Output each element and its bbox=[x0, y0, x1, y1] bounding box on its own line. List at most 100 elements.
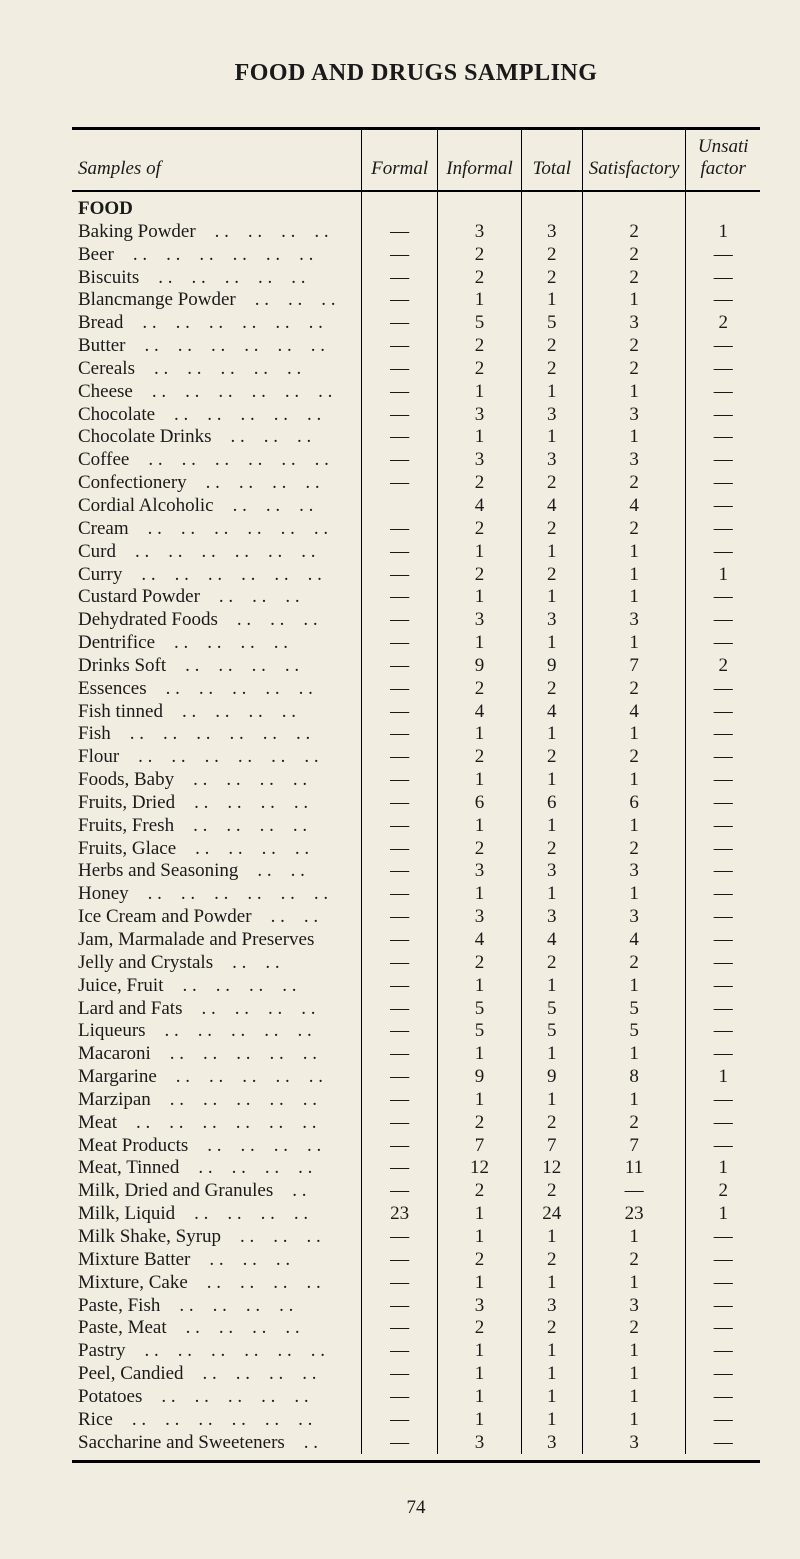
table-row: Honey . . . . . . . . . . . . —111— bbox=[72, 883, 760, 906]
row-name: Dehydrated Foods . . . . . . bbox=[72, 609, 362, 632]
cell-i: 1 bbox=[438, 769, 522, 792]
cell-u: — bbox=[686, 677, 760, 700]
row-name: Confectionery . . . . . . . . bbox=[72, 472, 362, 495]
cell-f: — bbox=[362, 997, 438, 1020]
cell-t: 2 bbox=[521, 335, 582, 358]
cell-f: — bbox=[362, 426, 438, 449]
cell-t: 3 bbox=[521, 403, 582, 426]
cell-f: — bbox=[362, 380, 438, 403]
cell-s: 1 bbox=[582, 632, 686, 655]
cell-f bbox=[362, 494, 438, 517]
cell-f: — bbox=[362, 837, 438, 860]
cell-t: 1 bbox=[521, 814, 582, 837]
row-name: Mixture, Cake . . . . . . . . bbox=[72, 1271, 362, 1294]
cell-f: — bbox=[362, 769, 438, 792]
table-row: Juice, Fruit . . . . . . . . —111— bbox=[72, 974, 760, 997]
table-row: Paste, Fish . . . . . . . . —333— bbox=[72, 1294, 760, 1317]
cell-u: — bbox=[686, 974, 760, 997]
cell-u: — bbox=[686, 723, 760, 746]
cell-u: — bbox=[686, 1385, 760, 1408]
table-body: FOOD Baking Powder . . . . . . . . —3321… bbox=[72, 191, 760, 1454]
cell-s: 5 bbox=[582, 997, 686, 1020]
row-name: Margarine . . . . . . . . . . bbox=[72, 1066, 362, 1089]
table-row: Cheese . . . . . . . . . . . . —111— bbox=[72, 380, 760, 403]
cell-f: — bbox=[362, 220, 438, 243]
cell-t: 2 bbox=[521, 837, 582, 860]
cell-i: 2 bbox=[438, 1248, 522, 1271]
cell-s: 3 bbox=[582, 312, 686, 335]
cell-t: 1 bbox=[521, 632, 582, 655]
cell-u: — bbox=[686, 426, 760, 449]
table-row: Jelly and Crystals . . . . —222— bbox=[72, 951, 760, 974]
cell-i: 2 bbox=[438, 266, 522, 289]
cell-u: — bbox=[686, 1225, 760, 1248]
row-name: Biscuits . . . . . . . . . . bbox=[72, 266, 362, 289]
row-name: Foods, Baby . . . . . . . . bbox=[72, 769, 362, 792]
cell-u: — bbox=[686, 1088, 760, 1111]
cell-f: — bbox=[362, 1180, 438, 1203]
cell-f: — bbox=[362, 1134, 438, 1157]
page-title: FOOD AND DRUGS SAMPLING bbox=[72, 60, 760, 87]
cell-f: — bbox=[362, 1248, 438, 1271]
row-name: Jelly and Crystals . . . . bbox=[72, 951, 362, 974]
cell-f: — bbox=[362, 449, 438, 472]
cell-s: 7 bbox=[582, 1134, 686, 1157]
cell-i: 3 bbox=[438, 403, 522, 426]
cell-t: 2 bbox=[521, 1317, 582, 1340]
cell-s: 23 bbox=[582, 1203, 686, 1226]
cell-i: 1 bbox=[438, 1225, 522, 1248]
row-name: Milk Shake, Syrup . . . . . . bbox=[72, 1225, 362, 1248]
cell-s: 1 bbox=[582, 1340, 686, 1363]
row-name: Peel, Candied . . . . . . . . bbox=[72, 1363, 362, 1386]
cell-empty bbox=[362, 191, 438, 220]
cell-i: 1 bbox=[438, 1340, 522, 1363]
cell-s: 3 bbox=[582, 449, 686, 472]
cell-u: — bbox=[686, 769, 760, 792]
col-unsat: Unsati factor bbox=[686, 130, 760, 191]
cell-i: 2 bbox=[438, 951, 522, 974]
cell-f: — bbox=[362, 1111, 438, 1134]
cell-s: 8 bbox=[582, 1066, 686, 1089]
cell-i: 1 bbox=[438, 540, 522, 563]
cell-f: — bbox=[362, 563, 438, 586]
cell-t: 2 bbox=[521, 1180, 582, 1203]
cell-u: — bbox=[686, 746, 760, 769]
cell-u: — bbox=[686, 335, 760, 358]
cell-u: 1 bbox=[686, 1157, 760, 1180]
cell-i: 5 bbox=[438, 1020, 522, 1043]
table-row: Saccharine and Sweeteners . . —333— bbox=[72, 1431, 760, 1454]
cell-s: 1 bbox=[582, 1043, 686, 1066]
table-row: Cereals . . . . . . . . . . —222— bbox=[72, 357, 760, 380]
cell-t: 1 bbox=[521, 289, 582, 312]
row-name: Paste, Fish . . . . . . . . bbox=[72, 1294, 362, 1317]
cell-u: — bbox=[686, 837, 760, 860]
table-row: Milk Shake, Syrup . . . . . . —111— bbox=[72, 1225, 760, 1248]
page: FOOD AND DRUGS SAMPLING Samples of Forma… bbox=[0, 0, 800, 1559]
cell-s: 2 bbox=[582, 837, 686, 860]
cell-u: — bbox=[686, 1020, 760, 1043]
cell-f: — bbox=[362, 403, 438, 426]
rule-bottom bbox=[72, 1460, 760, 1463]
cell-u: — bbox=[686, 289, 760, 312]
cell-s: 1 bbox=[582, 1225, 686, 1248]
cell-i: 6 bbox=[438, 791, 522, 814]
cell-f: — bbox=[362, 1225, 438, 1248]
cell-t: 3 bbox=[521, 449, 582, 472]
row-name: Saccharine and Sweeteners . . bbox=[72, 1431, 362, 1454]
cell-t: 1 bbox=[521, 586, 582, 609]
cell-u: — bbox=[686, 609, 760, 632]
row-name: Jam, Marmalade and Preserves bbox=[72, 929, 362, 952]
cell-f: — bbox=[362, 289, 438, 312]
row-name: Beer . . . . . . . . . . . . bbox=[72, 243, 362, 266]
sampling-table: Samples of Formal Informal Total Satisfa… bbox=[72, 130, 760, 1454]
cell-i: 3 bbox=[438, 220, 522, 243]
table-row: Pastry . . . . . . . . . . . . —111— bbox=[72, 1340, 760, 1363]
table-row: Fruits, Fresh . . . . . . . . —111— bbox=[72, 814, 760, 837]
row-name: Meat . . . . . . . . . . . . bbox=[72, 1111, 362, 1134]
cell-s: 3 bbox=[582, 1431, 686, 1454]
cell-i: 1 bbox=[438, 723, 522, 746]
cell-s: 2 bbox=[582, 335, 686, 358]
row-name: Cheese . . . . . . . . . . . . bbox=[72, 380, 362, 403]
cell-f: — bbox=[362, 677, 438, 700]
row-name: Lard and Fats . . . . . . . . bbox=[72, 997, 362, 1020]
